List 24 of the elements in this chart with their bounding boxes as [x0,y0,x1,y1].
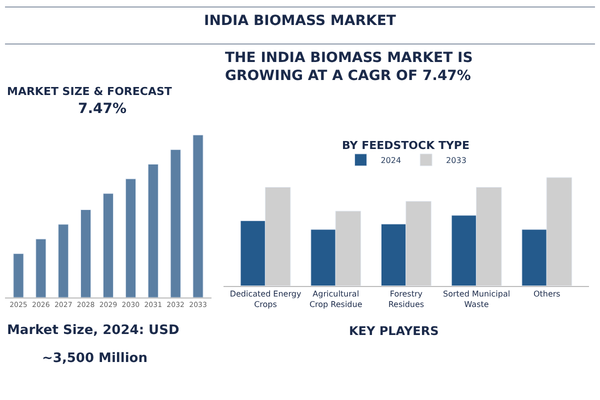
x-tick-label: Sorted Municipal Waste [443,289,510,309]
bar [148,164,158,298]
chart-title: MARKET SIZE & FORECAST [7,85,172,98]
bar [36,238,46,298]
bar [80,210,92,298]
chart-title: BY FEEDSTOCK TYPE [342,139,470,152]
text: 7.47% [78,101,127,117]
bar [192,134,204,298]
bar [102,193,114,298]
x-tick-label: Others [533,289,560,298]
text: INDIA BIOMASS MARKET [204,13,396,29]
x-tick-label: Forestry Residues [388,289,424,309]
text: ~3,500 Million [42,351,148,366]
text: KEY PLAYERS [349,324,439,338]
bar [13,253,24,298]
bar [58,224,69,298]
bar [170,149,181,298]
x-tick-label: Dedicated Energy Crops [230,289,302,309]
bar [125,178,136,298]
x-tick-label: Agricultural Crop Residue [309,289,362,309]
legend-label: 2033 [446,156,466,166]
legend-label: 2024 [380,156,402,166]
text: Market Size, 2024: USD [7,323,180,338]
text: THE INDIA BIOMASS MARKET IS GROWING AT A CAGR OF 7.47% [225,50,473,84]
